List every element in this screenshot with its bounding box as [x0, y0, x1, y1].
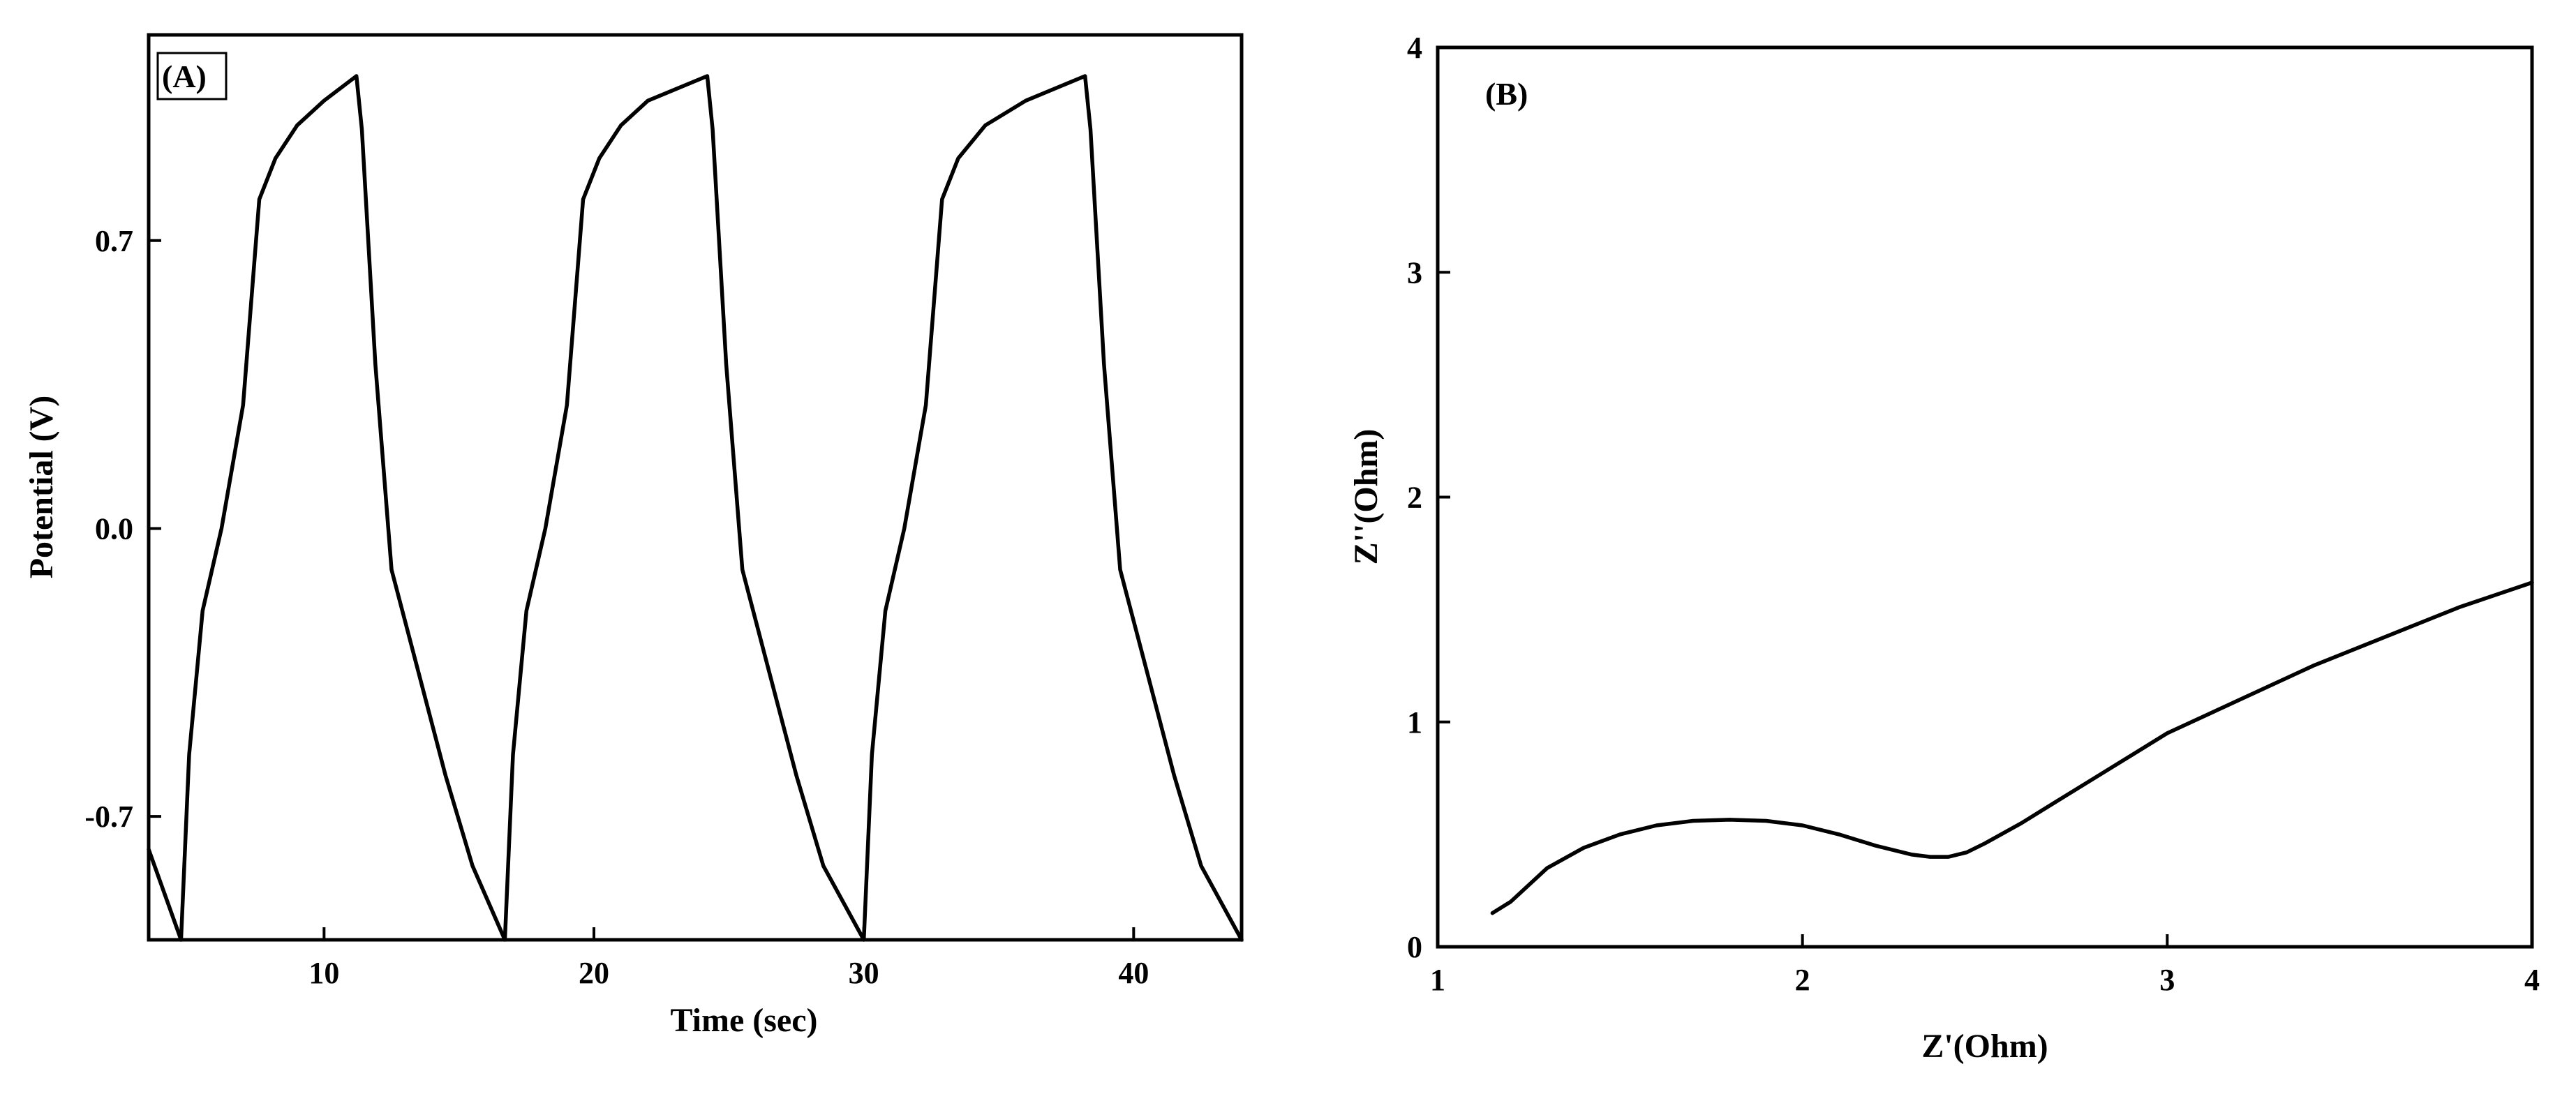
panel-a-plot-frame	[147, 33, 1244, 942]
panel-b-x-tick-label: 1	[1430, 963, 1445, 997]
panel-a-y-tick-label: 0.7	[95, 224, 133, 258]
panel-a-y-axis-title: Potential (V)	[23, 396, 60, 579]
panel-a-y-tick-label: -0.7	[84, 800, 133, 834]
panel-b-x-tick-label: 3	[2159, 963, 2175, 997]
panel-b-y-tick-label: 0	[1407, 930, 1422, 964]
panel-b-series-line	[1490, 580, 2534, 915]
panel-a-x-tick-label: 20	[579, 956, 609, 990]
panel-a-x-axis-title: Time (sec)	[670, 1002, 817, 1039]
panel-b-x-tick-label: 2	[1795, 963, 1810, 997]
panel-a-x-tick-label: 10	[308, 956, 339, 990]
panel-a-x-tick-label: 40	[1118, 956, 1149, 990]
panel-b-label: (B)	[1485, 76, 1528, 112]
panel-b-y-tick-label: 3	[1407, 255, 1422, 290]
panel-a-x-tick-label: 30	[849, 956, 879, 990]
panel-b-y-tick-label: 1	[1407, 705, 1422, 740]
panel-a-ticks: 10 20 30 40 -0.7 0.0 0.7	[84, 224, 1149, 990]
panel-b-y-tick-label: 4	[1407, 31, 1422, 65]
panel-b-x-tick-label: 4	[2524, 963, 2540, 997]
panel-a-label-box	[156, 52, 228, 100]
panel-b-plot-frame	[1436, 45, 2534, 949]
panel-a-label: (A)	[162, 59, 207, 94]
panel-a-series-line	[147, 74, 1244, 942]
panel-b-y-tick-label: 2	[1407, 481, 1422, 515]
panel-a-chart: 10 20 30 40 -0.7 0.0 0.7 (A) Time (sec) Potent…	[23, 33, 1244, 1039]
panel-a-y-tick-label: 0.0	[95, 511, 133, 546]
panel-b-x-axis-title: Z'(Ohm)	[1921, 1028, 2048, 1065]
panel-b-y-axis-title: Z''(Ohm)	[1348, 429, 1385, 565]
